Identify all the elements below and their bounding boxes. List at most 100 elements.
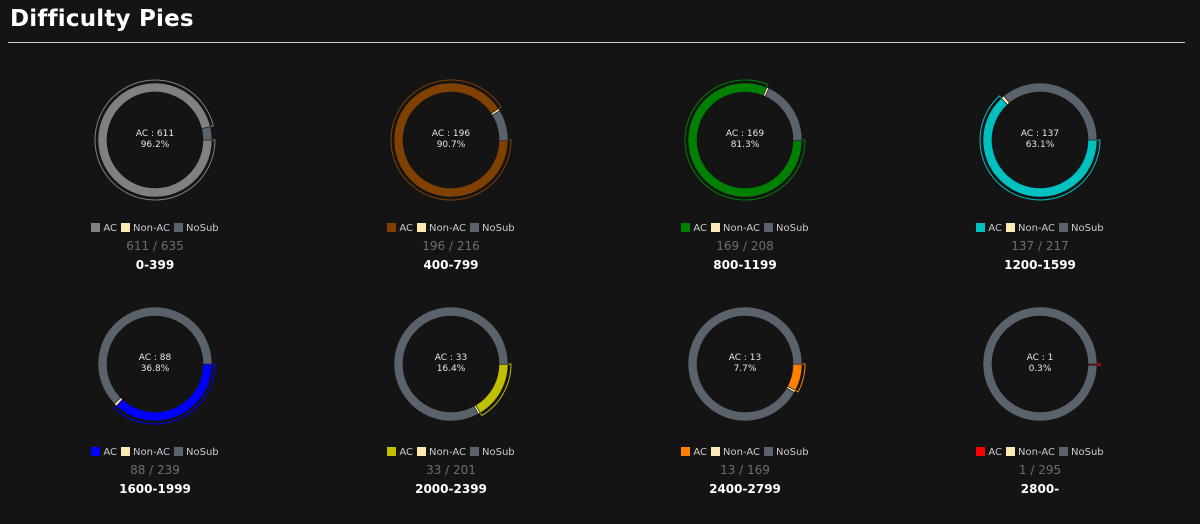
legend-item-nonac[interactable]: Non-AC	[711, 447, 760, 458]
center-label: AC : 169 81.3%	[675, 129, 815, 151]
legend-swatch-nosub	[1059, 447, 1068, 456]
ac-count-label: AC : 1	[1026, 353, 1054, 363]
legend-label-ac: AC	[399, 223, 414, 234]
ac-slice	[97, 82, 213, 198]
ac-slice-outline	[479, 363, 512, 417]
nosub-slice	[393, 306, 509, 422]
title-divider	[8, 42, 1185, 43]
legend-label-nonac: Non-AC	[133, 223, 170, 234]
ac-count-label: AC : 611	[135, 129, 175, 139]
legend-item-nonac[interactable]: Non-AC	[121, 447, 170, 458]
difficulty-range-label: 1200-1599	[1004, 258, 1076, 272]
legend: AC Non-AC NoSub	[296, 223, 606, 234]
ac-ratio: 33 / 201	[426, 463, 476, 477]
legend-item-ac[interactable]: AC	[681, 447, 707, 458]
center-label: AC : 196 90.7%	[381, 129, 521, 151]
pie-card-800-1199: AC : 169 81.3% AC Non-AC NoSub 169 / 208 800-1…	[590, 70, 890, 300]
legend-label-nosub: NoSub	[776, 447, 809, 458]
ac-slice-outline	[94, 79, 216, 201]
donut-chart	[94, 79, 216, 201]
legend-item-ac[interactable]: AC	[387, 223, 413, 234]
legend-label-nonac: Non-AC	[1018, 223, 1055, 234]
ac-ratio: 88 / 239	[130, 463, 180, 477]
legend-label-nosub: NoSub	[1071, 223, 1104, 234]
pie-card-1600-1999: AC : 88 36.8% AC Non-AC NoSub 88 / 239 1600-19…	[0, 294, 300, 524]
legend-item-nosub[interactable]: NoSub	[1059, 447, 1104, 458]
legend-label-nonac: Non-AC	[429, 447, 466, 458]
legend-item-nonac[interactable]: Non-AC	[417, 223, 466, 234]
legend: AC Non-AC NoSub	[0, 447, 310, 458]
nosub-slice	[982, 306, 1098, 422]
legend-swatch-ac	[91, 223, 101, 232]
ac-percent-label: 96.2%	[140, 140, 170, 150]
legend-item-nosub[interactable]: NoSub	[764, 223, 809, 234]
ac-slice-outline	[979, 95, 1101, 201]
legend-swatch-nonac	[121, 223, 131, 232]
legend-label-nosub: NoSub	[482, 223, 515, 234]
legend-item-nonac[interactable]: Non-AC	[1006, 447, 1055, 458]
legend: AC Non-AC NoSub	[885, 223, 1195, 234]
ac-ratio: 169 / 208	[716, 239, 774, 253]
pie-card-2800: AC : 1 0.3% AC Non-AC NoSub 1 / 295 2800-	[885, 294, 1185, 524]
legend-item-nosub[interactable]: NoSub	[174, 447, 219, 458]
legend-item-ac[interactable]: AC	[681, 223, 707, 234]
legend-label-nonac: Non-AC	[723, 447, 760, 458]
donut-chart	[687, 306, 806, 422]
nosub-slice	[97, 306, 213, 405]
legend-item-ac[interactable]: AC	[387, 447, 413, 458]
pie-card-2000-2399: AC : 33 16.4% AC Non-AC NoSub 33 / 201 2000-23…	[296, 294, 596, 524]
legend-item-ac[interactable]: AC	[976, 223, 1002, 234]
legend-label-nosub: NoSub	[1071, 447, 1104, 458]
legend: AC Non-AC NoSub	[590, 447, 900, 458]
page-title: Difficulty Pies	[10, 6, 194, 32]
nosub-slice	[687, 306, 803, 422]
legend-item-nosub[interactable]: NoSub	[764, 447, 809, 458]
legend-label-nosub: NoSub	[482, 447, 515, 458]
legend-item-nonac[interactable]: Non-AC	[1006, 223, 1055, 234]
legend-swatch-ac	[387, 223, 397, 232]
center-label: AC : 1 0.3%	[970, 353, 1110, 375]
legend-item-ac[interactable]: AC	[91, 223, 117, 234]
legend-item-nonac[interactable]: Non-AC	[417, 447, 466, 458]
legend-item-nosub[interactable]: NoSub	[470, 223, 515, 234]
legend-swatch-ac	[387, 447, 397, 456]
legend-item-nonac[interactable]: Non-AC	[121, 223, 170, 234]
legend-label-ac: AC	[693, 447, 708, 458]
legend-label-nosub: NoSub	[186, 223, 219, 234]
legend-swatch-nosub	[174, 223, 183, 232]
ac-count-label: AC : 196	[431, 129, 471, 139]
difficulty-range-label: 2000-2399	[415, 482, 487, 496]
ac-ratio: 13 / 169	[720, 463, 770, 477]
ac-count-label: AC : 33	[434, 353, 468, 363]
ac-slice-outline	[1096, 363, 1101, 366]
legend-item-nosub[interactable]: NoSub	[470, 447, 515, 458]
ac-ratio: 611 / 635	[126, 239, 184, 253]
legend-label-nosub: NoSub	[776, 223, 809, 234]
nosub-slice	[764, 87, 803, 141]
donut-chart	[982, 306, 1101, 422]
legend-item-nonac[interactable]: Non-AC	[711, 223, 760, 234]
ac-count-label: AC : 13	[728, 353, 762, 363]
legend-swatch-ac	[976, 223, 986, 232]
pie-card-2400-2799: AC : 13 7.7% AC Non-AC NoSub 13 / 169 2400-279…	[590, 294, 890, 524]
legend-item-ac[interactable]: AC	[91, 447, 117, 458]
difficulty-range-label: 2400-2799	[709, 482, 781, 496]
legend: AC Non-AC NoSub	[885, 447, 1195, 458]
legend-item-nosub[interactable]: NoSub	[1059, 223, 1104, 234]
legend: AC Non-AC NoSub	[0, 223, 310, 234]
legend-label-ac: AC	[103, 447, 118, 458]
donut-chart	[390, 79, 512, 201]
legend-label-nonac: Non-AC	[1018, 447, 1055, 458]
ac-ratio: 1 / 295	[1018, 463, 1062, 477]
legend-item-nosub[interactable]: NoSub	[174, 223, 219, 234]
legend-swatch-ac	[681, 447, 691, 456]
legend-label-nonac: Non-AC	[429, 223, 466, 234]
legend-swatch-nosub	[470, 447, 479, 456]
ac-slice-outline	[795, 363, 806, 393]
legend-label-ac: AC	[693, 223, 708, 234]
ac-slice-outline	[390, 79, 512, 201]
legend-swatch-nonac	[417, 447, 427, 456]
legend-swatch-nosub	[764, 223, 773, 232]
donut-chart	[97, 306, 216, 425]
legend-item-ac[interactable]: AC	[976, 447, 1002, 458]
